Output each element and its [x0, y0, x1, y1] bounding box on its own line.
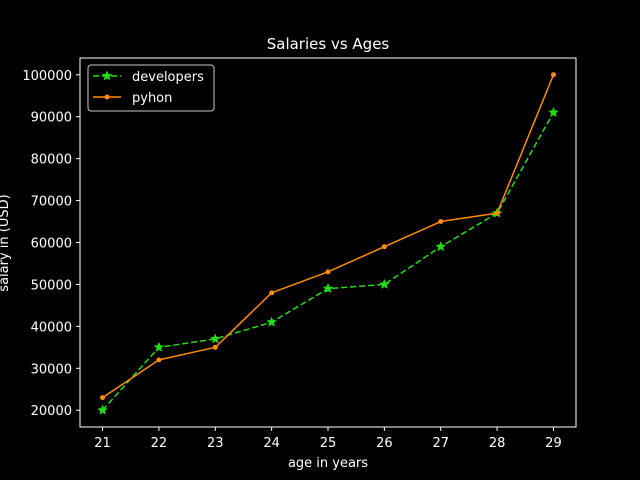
x-axis-label: age in years: [288, 456, 368, 471]
x-tick-label: 28: [489, 436, 506, 451]
y-tick-label: 100000: [22, 69, 72, 84]
series-line: [101, 112, 555, 411]
data-point: [97, 404, 108, 415]
data-point: [101, 70, 113, 81]
x-tick-label: 26: [376, 436, 393, 451]
data-point: [438, 219, 444, 225]
legend-box: [87, 64, 215, 112]
data-point: [494, 210, 500, 216]
y-tick-label: 70000: [31, 195, 72, 210]
y-tick-label: 60000: [31, 237, 72, 252]
x-tick-label: 24: [263, 436, 280, 451]
legend-item: developers: [93, 70, 204, 85]
chart-title: Salaries vs Ages: [267, 35, 390, 53]
legend-label: developers: [132, 70, 204, 85]
x-tick-label: 25: [320, 436, 337, 451]
data-point: [548, 106, 559, 118]
y-tick-label: 20000: [31, 404, 72, 419]
data-point: [435, 241, 447, 252]
data-point: [266, 316, 278, 327]
y-tick-label: 50000: [31, 278, 72, 293]
series-line: [102, 74, 555, 399]
y-tick-label: 40000: [31, 320, 72, 335]
x-axis: 21 22 23 24 25 26 27 28 29: [94, 427, 562, 451]
data-point: [322, 282, 334, 294]
data-point: [212, 344, 218, 350]
data-point: [378, 278, 390, 290]
data-point: [550, 72, 556, 78]
axes-frame: [79, 57, 577, 428]
data-point: [269, 290, 275, 296]
data-point: [100, 395, 106, 401]
y-tick-label: 80000: [31, 153, 72, 168]
x-tick-label: 27: [432, 436, 449, 451]
data-point: [153, 341, 165, 352]
data-point: [104, 94, 110, 100]
x-tick-label: 21: [94, 436, 111, 451]
x-tick-label: 29: [545, 436, 562, 451]
y-tick-label: 30000: [31, 362, 72, 377]
y-tick-label: 90000: [31, 111, 72, 126]
y-axis: 20000 30000 40000 50000 60000 70000 80000 90000…: [22, 69, 80, 419]
data-point: [325, 269, 331, 275]
y-axis-label: salary in (USD): [0, 194, 12, 291]
legend: developers pyhon: [87, 64, 215, 112]
series-layer: [97, 72, 559, 415]
series-pyhon: [100, 72, 556, 401]
legend-label: pyhon: [132, 91, 172, 106]
data-point: [209, 333, 221, 344]
legend-item: pyhon: [93, 91, 172, 106]
series-developers: [97, 106, 559, 415]
legend-entries: developers pyhon: [93, 70, 204, 106]
plot-area: 21 22 23 24 25 26 27 28 29 20000 30000 40000 50000 6…: [22, 57, 577, 451]
x-tick-label: 23: [207, 436, 224, 451]
data-point: [381, 244, 387, 250]
x-tick-label: 22: [151, 436, 168, 451]
data-point: [156, 357, 162, 363]
